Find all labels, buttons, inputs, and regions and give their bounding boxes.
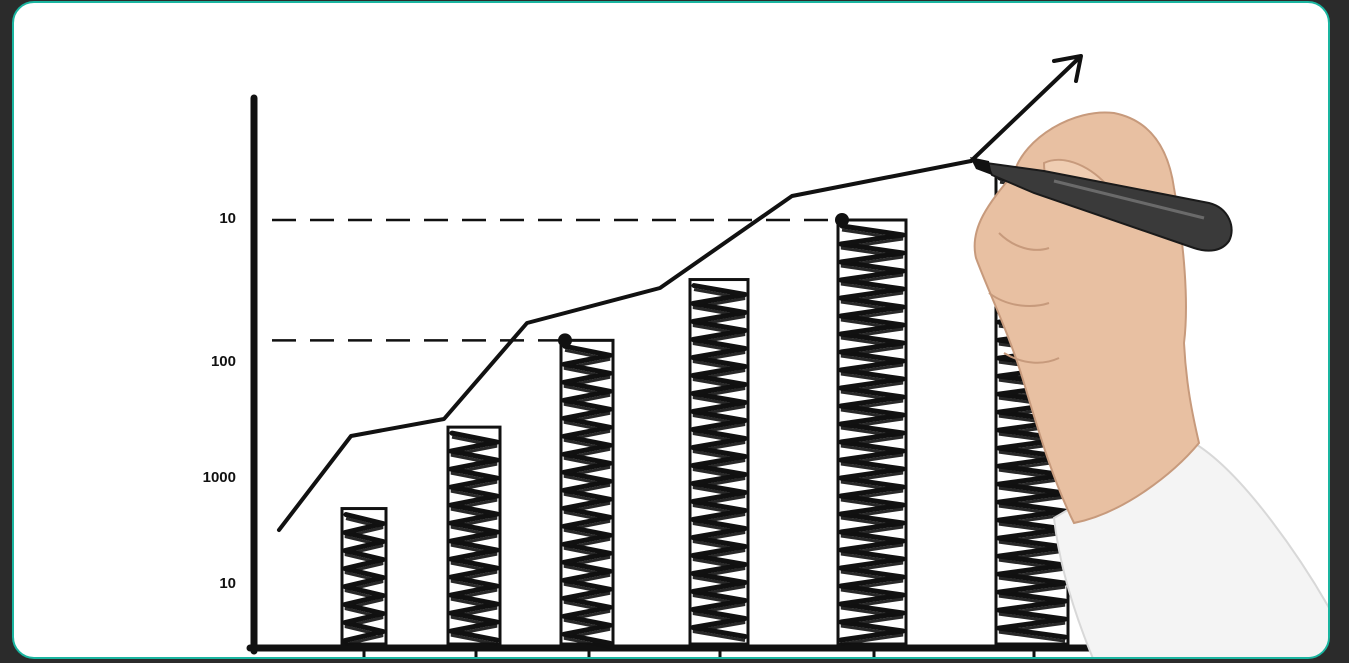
- trend-line: [277, 159, 973, 532]
- y-tick-label: 100: [211, 353, 236, 370]
- bar-chart: 10 1000 100 10: [203, 54, 1328, 657]
- trend-line-layer: [277, 54, 1083, 532]
- grid-layer: [272, 218, 909, 342]
- y-tick-label: 1000: [203, 469, 236, 486]
- chart-card: 10 1000 100 10: [12, 1, 1330, 659]
- x-ticks: [362, 644, 1036, 657]
- bar-scribble: [692, 288, 746, 642]
- marker-pen-icon: [970, 157, 1233, 252]
- bar: [688, 278, 750, 646]
- finger-knuckles: [988, 232, 1060, 364]
- data-point-marker: [558, 333, 572, 348]
- y-tick-label: 10: [219, 575, 236, 592]
- bar: [836, 218, 908, 646]
- bar: [559, 338, 615, 649]
- bar: [446, 425, 502, 646]
- bar-scribble: [840, 228, 904, 646]
- y-tick-label: 10: [219, 210, 236, 227]
- axes-layer: [246, 94, 1163, 657]
- bar-scribble: [450, 435, 498, 646]
- y-tick-labels: 10 1000 100 10: [203, 210, 236, 592]
- bar-scribble: [344, 517, 384, 647]
- bar-scribble: [838, 223, 906, 643]
- bar-scribble: [342, 512, 386, 644]
- bar-scribble: [690, 283, 748, 639]
- bar-scribble: [561, 343, 613, 646]
- bar: [340, 507, 388, 647]
- data-point-marker: [835, 213, 849, 227]
- hand-holding-marker-icon: [970, 111, 1328, 657]
- bar-scribble: [563, 348, 611, 649]
- growth-arrow-icon: [969, 54, 1083, 163]
